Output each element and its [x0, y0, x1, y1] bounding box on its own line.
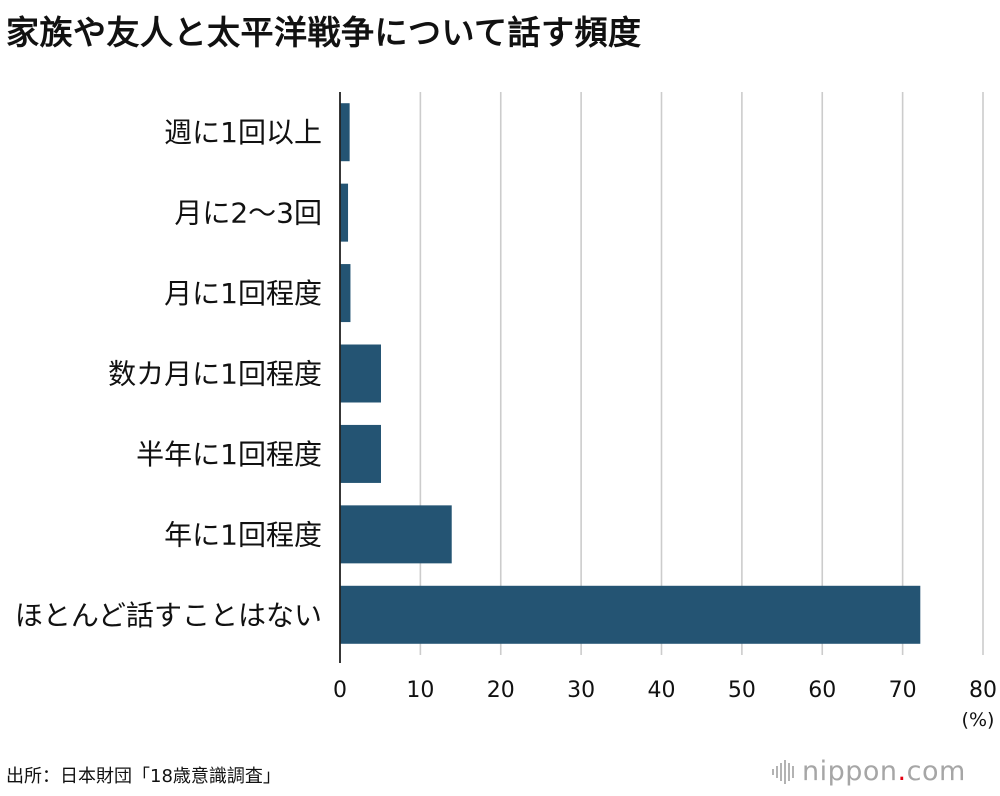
bar-3: [340, 344, 381, 403]
bar-1: [340, 183, 349, 242]
bar-chart: 週に1回以上月に2〜3回月に1回程度数カ月に1回程度半年に1回程度年に1回程度ほ…: [15, 92, 997, 731]
category-label-3: 数カ月に1回程度: [108, 358, 322, 391]
bar-2: [340, 264, 351, 323]
x-unit-label: (%): [962, 709, 995, 731]
category-label-4: 半年に1回程度: [136, 438, 322, 471]
bar-4: [340, 424, 381, 483]
tick-label-30: 30: [567, 678, 595, 703]
category-label-6: ほとんど話すことはない: [15, 599, 322, 632]
category-label-2: 月に1回程度: [164, 277, 322, 310]
tick-label-40: 40: [648, 678, 676, 703]
category-label-1: 月に2〜3回: [174, 197, 322, 230]
tick-label-80: 80: [969, 678, 997, 703]
logo-bars-icon: [772, 759, 794, 784]
bar-6: [340, 585, 921, 644]
bar-5: [340, 505, 452, 564]
logo-text: nippon.com: [802, 756, 966, 787]
bar-0: [340, 103, 350, 162]
tick-label-70: 70: [889, 678, 917, 703]
tick-label-50: 50: [728, 678, 756, 703]
tick-label-60: 60: [808, 678, 836, 703]
source-note: 出所：日本財団「18歳意識調査」: [6, 766, 281, 787]
tick-label-0: 0: [333, 678, 347, 703]
nippon-logo: nippon.com: [772, 756, 966, 787]
category-label-5: 年に1回程度: [164, 518, 322, 551]
chart-title: 家族や友人と太平洋戦争について話す頻度: [6, 13, 642, 52]
tick-label-10: 10: [406, 678, 434, 703]
tick-label-20: 20: [487, 678, 515, 703]
category-label-0: 週に1回以上: [164, 116, 322, 149]
